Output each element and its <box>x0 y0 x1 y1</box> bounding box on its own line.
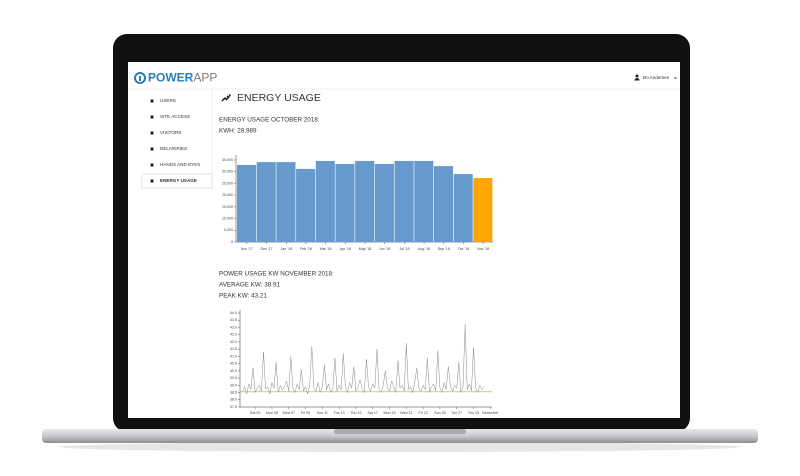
y-tick-label: 5,000 <box>224 228 233 232</box>
y-tick-label: 40.5 <box>230 362 237 366</box>
y-tick-label: 41.0 <box>230 354 237 358</box>
y-tick-label: 38.5 <box>230 390 237 394</box>
nav-icon <box>150 147 154 151</box>
nav-item[interactable]: HANDS AND EYES <box>160 162 200 167</box>
y-tick-label: 0 <box>231 240 233 244</box>
laptop-notch <box>334 429 466 434</box>
bar <box>414 160 434 242</box>
user-icon <box>635 74 639 78</box>
user-icon <box>634 78 640 81</box>
nav-item[interactable]: SITE ACCESS <box>160 114 190 119</box>
line-series <box>242 324 485 395</box>
bar <box>335 163 355 242</box>
x-tick-label: Feb '18 <box>300 247 312 251</box>
bar <box>256 162 276 242</box>
nav-icon <box>150 131 154 135</box>
page-title: ENERGY USAGE <box>237 92 321 104</box>
chart-title: POWER USAGE KW NOVEMBER 2018: <box>219 271 334 278</box>
x-tick-label: Jan '18 <box>280 247 291 251</box>
x-tick-label: Sat 17 <box>368 411 378 415</box>
chart-subtitle: AVERAGE KW: 38.91 <box>219 282 281 289</box>
y-tick-label: 41.5 <box>230 347 237 351</box>
logo[interactable]: POWERAPP <box>148 71 217 85</box>
x-tick-label: Thu 15 <box>350 411 361 415</box>
y-tick-label: 20,000 <box>222 193 233 197</box>
bar <box>473 178 493 242</box>
shadow <box>60 442 740 452</box>
x-tick-label: Nov '17 <box>241 247 253 251</box>
bar <box>296 168 316 242</box>
y-tick-label: 38.0 <box>230 398 237 402</box>
nav-item[interactable]: ENERGY USAGE <box>160 178 197 183</box>
nav-icon <box>150 115 154 119</box>
user-caret[interactable] <box>674 77 677 80</box>
bar <box>355 160 375 242</box>
bar <box>433 166 454 242</box>
y-tick-label: 30,000 <box>222 170 233 174</box>
bar <box>394 160 414 242</box>
x-tick-label: Mar '18 <box>320 247 332 251</box>
y-tick-label: 10,000 <box>222 217 233 221</box>
y-tick-label: 44.0 <box>230 311 237 315</box>
x-tick-label: Fri 23 <box>419 411 428 415</box>
x-tick-label: Jun '18 <box>379 247 390 251</box>
sidebar: USERS SITE ACCESS VISITORS DELIVERIES HANDS … <box>150 98 200 183</box>
y-tick-label: 39.0 <box>230 383 237 387</box>
bar <box>276 162 296 242</box>
x-tick-label: Oct '18 <box>458 247 469 251</box>
x-tick-label: Mon 05 <box>266 411 278 415</box>
x-tick-label: Apr '18 <box>340 247 351 251</box>
plug-icon <box>221 94 231 102</box>
y-tick-label: 42.0 <box>230 340 237 344</box>
active-item <box>141 173 213 189</box>
x-tick-label: Sep '18 <box>438 247 450 251</box>
bar <box>453 174 473 242</box>
y-tick-label: 43.0 <box>230 325 237 329</box>
nav-item[interactable]: VISITORS <box>160 130 181 135</box>
x-tick-label: May '18 <box>359 247 371 251</box>
x-tick-label: Fri 09 <box>301 411 310 415</box>
chart-subtitle: PEAK KW: 43.21 <box>219 293 267 300</box>
x-tick-label: Dec '17 <box>260 247 272 251</box>
nav-icon <box>150 163 154 167</box>
nav-item[interactable]: USERS <box>160 98 176 103</box>
y-tick-label: 42.5 <box>230 333 237 337</box>
x-tick-label: Thu 29 <box>468 411 479 415</box>
nav-icon <box>150 179 154 183</box>
bar <box>315 160 335 242</box>
logo-main[interactable]: POWER <box>148 71 194 85</box>
x-tick-label: Aug '18 <box>418 247 430 251</box>
x-tick-label: Jul '18 <box>399 247 409 251</box>
x-tick-label: Sun 25 <box>434 411 445 415</box>
x-tick-label: December <box>482 411 499 415</box>
y-tick-label: 35,000 <box>222 158 233 162</box>
y-tick-label: 37.5 <box>230 405 237 409</box>
chart-title: ENERGY USAGE OCTOBER 2018: <box>219 117 320 124</box>
x-tick-label: Tue 27 <box>451 411 462 415</box>
bar <box>374 163 394 242</box>
y-tick-label: 43.5 <box>230 318 237 322</box>
x-tick-label: Tue 13 <box>334 411 345 415</box>
x-tick-label: Nov '18 <box>477 247 489 251</box>
chart-subtitle: KWH: 28,989 <box>219 128 257 135</box>
x-tick-label: Wed 07 <box>283 411 295 415</box>
nav-item[interactable]: DELIVERIES <box>160 146 187 151</box>
y-tick-label: 40.0 <box>230 369 237 373</box>
y-tick-label: 15,000 <box>222 205 233 209</box>
bar <box>237 164 257 242</box>
logo-icon <box>134 72 146 84</box>
x-tick-label: Sun 11 <box>317 411 328 415</box>
y-tick-label: 25,000 <box>222 181 233 185</box>
y-tick-label: 39.5 <box>230 376 237 380</box>
user-name[interactable]: Bo Andersen <box>643 75 670 80</box>
logo-icon <box>139 76 141 81</box>
x-tick-label: Sat 03 <box>250 411 260 415</box>
x-tick-label: Wed 21 <box>400 411 412 415</box>
nav-icon <box>150 99 154 103</box>
logo-rest[interactable]: APP <box>193 71 217 85</box>
laptop-base <box>42 429 758 443</box>
x-tick-label: Mon 19 <box>384 411 396 415</box>
